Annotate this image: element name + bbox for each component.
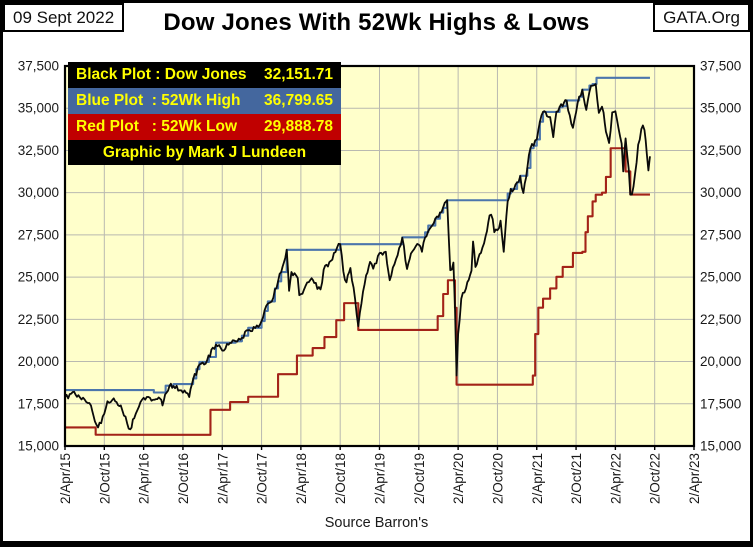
x-axis-tick-label: 2/Apr/23 (687, 453, 702, 504)
date-box: 09 Sept 2022 (3, 3, 125, 32)
legend-row-dow-jones: Black Plot : Dow Jones 32,151.71 (68, 62, 341, 88)
x-axis-tick-label: 2/Apr/22 (608, 453, 623, 504)
y-axis-tick-label-right: 17,500 (700, 396, 741, 411)
date-label: 09 Sept 2022 (13, 8, 115, 27)
y-axis-tick-label-right: 30,000 (700, 185, 741, 200)
y-axis-tick-label-left: 15,000 (18, 439, 59, 454)
x-axis-tick-label: 2/Apr/21 (530, 453, 545, 504)
legend-row-value: 36,799.65 (264, 92, 333, 109)
y-axis-tick-label-left: 20,000 (18, 354, 59, 369)
x-axis-tick-label: 2/Apr/15 (58, 453, 73, 504)
y-axis-tick-label-left: 35,000 (18, 101, 59, 116)
x-axis-tick-label: 2/Apr/19 (373, 453, 388, 504)
legend-row-52wk-low: Red Plot : 52Wk Low 29,888.78 (68, 114, 341, 140)
legend-row-label: Red Plot : 52Wk Low (76, 118, 238, 135)
legend-row-52wk-high: Blue Plot : 52Wk High 36,799.65 (68, 88, 341, 114)
source-caption: Source Barron's (324, 515, 429, 531)
gata-org-label: GATA.Org (663, 8, 740, 27)
y-axis-tick-label-right: 37,500 (700, 59, 741, 74)
legend-row-value: 29,888.78 (264, 118, 333, 135)
y-axis-tick-label-right: 15,000 (700, 439, 741, 454)
y-axis-tick-label-left: 22,500 (18, 312, 59, 327)
gata-org-box: GATA.Org (653, 3, 750, 32)
x-axis-tick-label: 2/Oct/18 (333, 453, 348, 504)
x-axis-tick-label: 2/Oct/15 (97, 453, 112, 504)
legend-credit: Graphic by Mark J Lundeen (68, 140, 341, 165)
x-axis-tick-label: 2/Apr/18 (294, 453, 309, 504)
y-axis-tick-label-left: 27,500 (18, 227, 59, 242)
x-axis-tick-label: 2/Oct/21 (569, 453, 584, 504)
y-axis-tick-label-left: 25,000 (18, 270, 59, 285)
x-axis-tick-label: 2/Oct/22 (648, 453, 663, 504)
x-axis-tick-label: 2/Oct/19 (412, 453, 427, 504)
x-axis-tick-label: 2/Apr/20 (451, 453, 466, 504)
y-axis-tick-label-left: 32,500 (18, 143, 59, 158)
y-axis-tick-label-left: 37,500 (18, 59, 59, 74)
y-axis-tick-label-right: 32,500 (700, 143, 741, 158)
y-axis-tick-label-right: 25,000 (700, 270, 741, 285)
legend-row-label: Blue Plot : 52Wk High (76, 92, 241, 109)
y-axis-tick-label-left: 30,000 (18, 185, 59, 200)
plot-border (63, 64, 696, 448)
x-axis-tick-label: 2/Oct/20 (490, 453, 505, 504)
x-axis-tick-label: 2/Apr/17 (215, 453, 230, 504)
y-axis-tick-label-right: 22,500 (700, 312, 741, 327)
y-axis-tick-label-right: 20,000 (700, 354, 741, 369)
legend-row-value: 32,151.71 (264, 66, 333, 83)
page-title: Dow Jones With 52Wk Highs & Lows (163, 9, 590, 36)
y-axis-tick-label-right: 27,500 (700, 227, 741, 242)
legend: Black Plot : Dow Jones 32,151.71 Blue Pl… (68, 62, 341, 165)
x-axis-tick-label: 2/Oct/16 (176, 453, 191, 504)
x-axis-tick-label: 2/Oct/17 (255, 453, 270, 504)
y-axis-tick-label-right: 35,000 (700, 101, 741, 116)
series-dow-jones (65, 83, 651, 431)
x-axis-tick-label: 2/Apr/16 (137, 453, 152, 504)
series-52wk-low (65, 147, 650, 436)
y-axis-tick-label-left: 17,500 (18, 396, 59, 411)
legend-row-label: Black Plot : Dow Jones (76, 66, 247, 83)
